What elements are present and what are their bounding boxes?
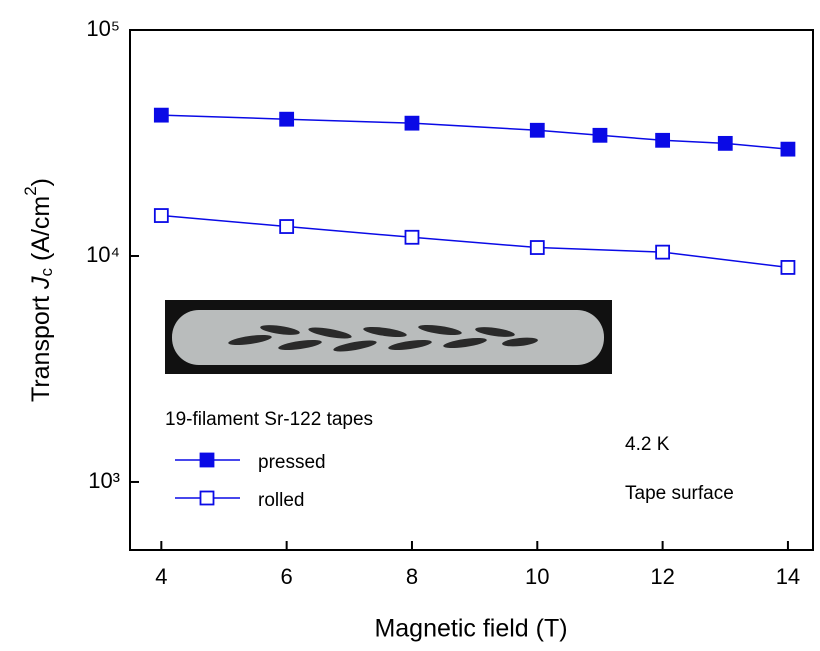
y-label-part: Transport <box>27 289 55 402</box>
legend-marker <box>199 490 215 506</box>
y-tick-label: 10³ <box>88 468 120 493</box>
data-point <box>279 219 295 234</box>
data-point <box>529 122 545 138</box>
annotation: 19-filament Sr-122 tapes <box>165 409 373 430</box>
data-point <box>655 132 671 148</box>
data-point <box>153 208 169 223</box>
data-point <box>404 229 420 245</box>
x-tick-label: 4 <box>155 564 167 589</box>
data-point <box>780 260 796 275</box>
data-point <box>279 111 295 127</box>
y-tick-label: 10⁵ <box>86 16 120 41</box>
data-point <box>529 240 545 255</box>
legend-marker <box>199 452 215 468</box>
series-line <box>161 114 789 150</box>
y-label-part: J <box>27 276 55 290</box>
data-point <box>153 107 169 123</box>
x-tick-label: 8 <box>406 564 418 589</box>
x-axis-label: Magnetic field (T) <box>374 615 567 643</box>
data-point <box>780 141 796 157</box>
y-label-part: 2 <box>21 186 40 195</box>
annotation: 4.2 K <box>625 434 670 455</box>
data-point <box>717 135 733 151</box>
data-point <box>404 115 420 131</box>
y-tick-label: 10⁴ <box>86 242 120 267</box>
annotation: Tape surface <box>625 483 734 504</box>
series-line <box>161 214 789 269</box>
legend-label: rolled <box>258 490 304 511</box>
inset-micrograph <box>165 300 612 374</box>
legend-label: pressed <box>258 452 326 473</box>
y-label-part: (A/cm <box>27 196 55 268</box>
y-axis-label: Transport Jc (A/cm2) <box>21 178 56 402</box>
data-point <box>592 127 608 143</box>
y-label-part: c <box>37 268 56 277</box>
data-point <box>655 244 671 260</box>
x-tick-label: 14 <box>776 564 800 589</box>
x-tick-label: 6 <box>281 564 293 589</box>
y-label-part: ) <box>27 178 55 186</box>
x-tick-label: 10 <box>525 564 549 589</box>
plot-frame <box>129 29 814 551</box>
x-tick-label: 12 <box>650 564 674 589</box>
